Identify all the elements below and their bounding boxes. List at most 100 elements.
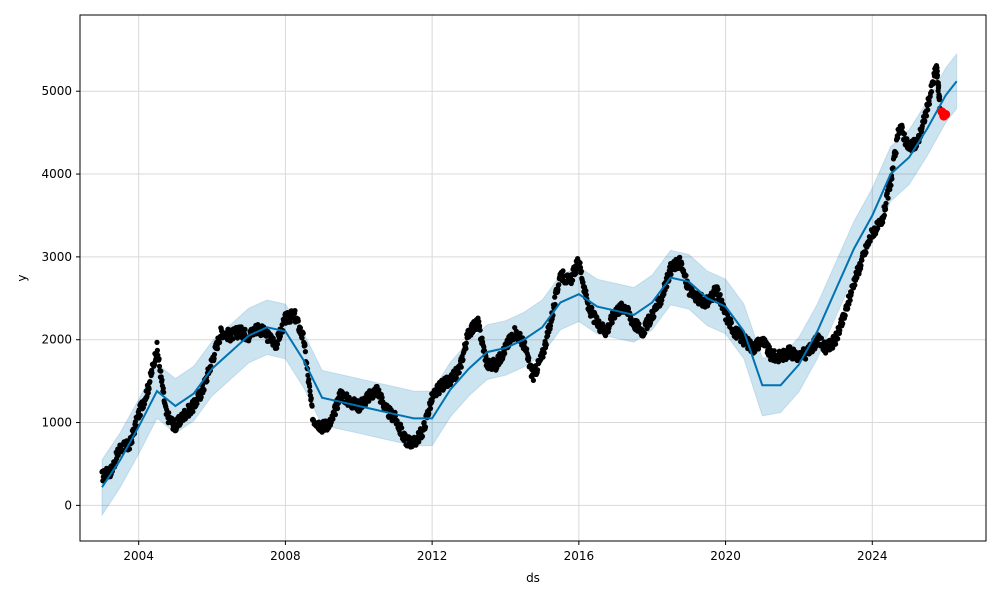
observed-point	[577, 264, 584, 271]
observed-point	[583, 292, 590, 298]
observed-point	[803, 356, 809, 362]
observed-point	[925, 107, 931, 113]
observed-point	[151, 362, 158, 368]
observed-point	[840, 320, 846, 327]
observed-point	[126, 446, 133, 452]
observed-point	[156, 363, 163, 369]
observed-point	[901, 131, 908, 137]
observed-point	[145, 390, 151, 396]
observed-point	[596, 318, 602, 324]
y-tick-label: 1000	[41, 416, 72, 430]
observed-point	[845, 305, 851, 312]
observed-point	[160, 385, 166, 391]
observed-point	[460, 357, 466, 363]
observed-point	[330, 416, 336, 422]
observed-point	[625, 306, 632, 312]
observed-point	[302, 349, 308, 355]
observed-point	[842, 313, 848, 319]
observed-point	[161, 389, 167, 395]
observed-point	[476, 318, 482, 325]
observed-point	[937, 94, 943, 100]
observed-point	[147, 379, 153, 385]
observed-point	[560, 268, 566, 274]
observed-point	[837, 327, 843, 333]
x-tick-label: 2008	[270, 549, 301, 563]
y-tick-label: 4000	[41, 167, 72, 181]
x-axis: 2004 2008 2012 2016 2020 2024	[123, 541, 888, 563]
observed-point	[211, 356, 217, 362]
observed-point	[771, 348, 777, 354]
observed-point	[875, 225, 881, 232]
observed-point	[852, 282, 858, 288]
observed-point	[895, 135, 901, 141]
observed-point	[517, 330, 523, 337]
observed-point	[833, 341, 839, 347]
observed-point	[297, 325, 303, 331]
observed-point	[463, 340, 469, 346]
uncertainty-band	[101, 52, 958, 517]
observed-point	[683, 272, 689, 279]
observed-point	[217, 339, 223, 346]
observed-point	[158, 368, 164, 374]
observed-point	[422, 424, 429, 430]
observed-point	[299, 335, 305, 341]
highlighted-point	[941, 109, 951, 119]
observed-point	[642, 330, 648, 336]
observed-point	[307, 383, 313, 390]
plot-frame	[79, 14, 987, 542]
x-tick-label: 2020	[710, 549, 741, 563]
observed-point	[295, 318, 301, 324]
observed-point	[679, 261, 685, 267]
observed-point	[934, 72, 941, 78]
observed-point	[859, 257, 865, 263]
observed-point	[848, 289, 855, 295]
observed-point	[570, 277, 576, 283]
observed-point	[540, 354, 546, 360]
observed-point	[302, 342, 308, 348]
observed-point	[928, 89, 935, 95]
observed-point	[274, 341, 281, 347]
observed-point	[818, 335, 825, 341]
observed-point	[300, 330, 306, 336]
observed-point	[332, 412, 338, 418]
observed-point	[609, 320, 615, 326]
observed-point	[858, 262, 864, 269]
observed-point	[204, 378, 210, 384]
observed-point	[552, 294, 558, 300]
x-tick-label: 2024	[857, 549, 888, 563]
observed-point	[668, 271, 674, 278]
observed-point	[309, 403, 315, 409]
observed-points-layer	[99, 63, 943, 484]
observed-point	[528, 362, 534, 368]
observed-point	[287, 319, 293, 325]
observed-point	[787, 344, 793, 350]
observed-point	[526, 355, 532, 361]
y-axis-label: y	[15, 274, 29, 281]
observed-point	[893, 150, 899, 156]
observed-point	[535, 367, 541, 373]
observed-point	[880, 219, 886, 226]
observed-point	[889, 176, 895, 182]
observed-point	[677, 254, 683, 260]
y-tick-label: 2000	[41, 333, 72, 347]
y-tick-label: 0	[64, 498, 72, 512]
observed-point	[636, 321, 642, 327]
observed-point	[154, 339, 160, 345]
observed-point	[883, 206, 889, 212]
observed-point	[926, 101, 933, 107]
observed-point	[555, 286, 561, 292]
observed-point	[541, 350, 547, 356]
observed-point	[717, 292, 723, 298]
observed-point	[306, 377, 312, 383]
observed-point	[166, 410, 172, 416]
observed-point	[198, 394, 204, 400]
observed-point	[885, 195, 891, 201]
observed-point	[230, 336, 236, 342]
x-tick-label: 2016	[564, 549, 595, 563]
observed-point	[194, 401, 200, 407]
x-tick-label: 2012	[417, 549, 448, 563]
observed-point	[141, 401, 148, 407]
observed-point	[308, 395, 314, 401]
observed-point	[242, 326, 248, 332]
observed-point	[419, 433, 426, 439]
